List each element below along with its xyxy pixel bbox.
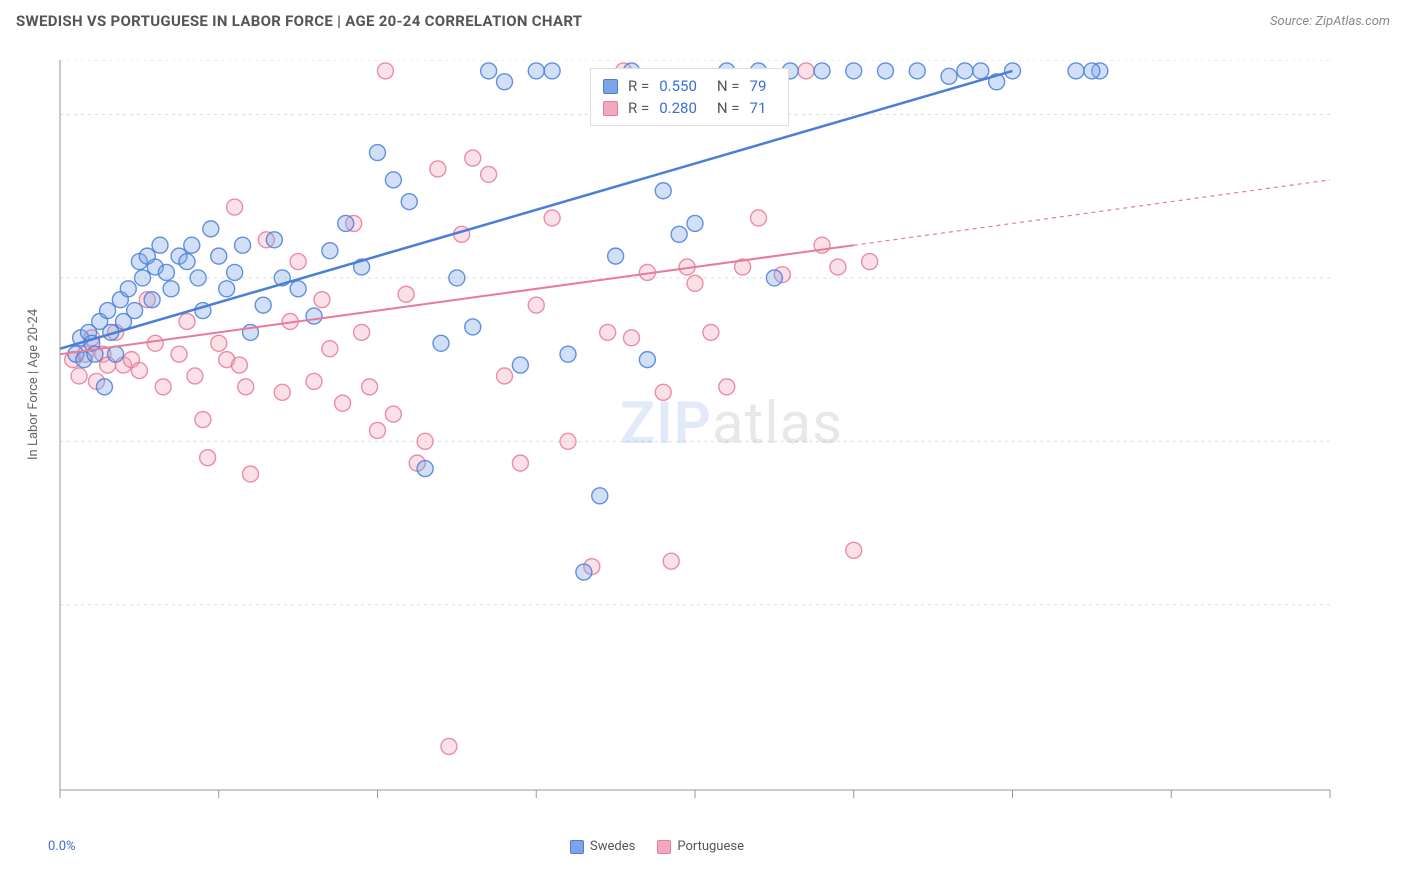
portuguese-legend-label: Portuguese (677, 839, 744, 854)
swedes-legend-label: Swedes (590, 839, 635, 854)
r-label: R = (628, 99, 649, 117)
correlation-legend: R = 0.550 N = 79 R = 0.280 N = 71 (590, 68, 789, 126)
portuguese-r-value: 0.280 (659, 99, 697, 117)
x-axis-min-label: 0.0% (48, 839, 76, 854)
swedes-swatch-icon (603, 79, 618, 94)
y-axis-label: In Labor Force | Age 20-24 (26, 309, 41, 460)
swedes-r-value: 0.550 (659, 77, 697, 95)
portuguese-legend-swatch-icon (657, 840, 671, 854)
source-attribution: Source: ZipAtlas.com (1270, 14, 1390, 29)
r-label: R = (628, 77, 649, 95)
n-label: N = (717, 77, 740, 95)
series-legend: Swedes Portuguese (570, 839, 744, 854)
swedes-legend-swatch-icon (570, 840, 584, 854)
watermark: ZIPatlas (620, 390, 843, 458)
portuguese-n-value: 71 (750, 99, 767, 117)
chart-title: SWEDISH VS PORTUGUESE IN LABOR FORCE | A… (16, 12, 582, 30)
portuguese-swatch-icon (603, 101, 618, 116)
chart-area: In Labor Force | Age 20-24 R = 0.550 N =… (50, 60, 1390, 820)
n-label: N = (717, 99, 740, 117)
swedes-n-value: 79 (750, 77, 767, 95)
